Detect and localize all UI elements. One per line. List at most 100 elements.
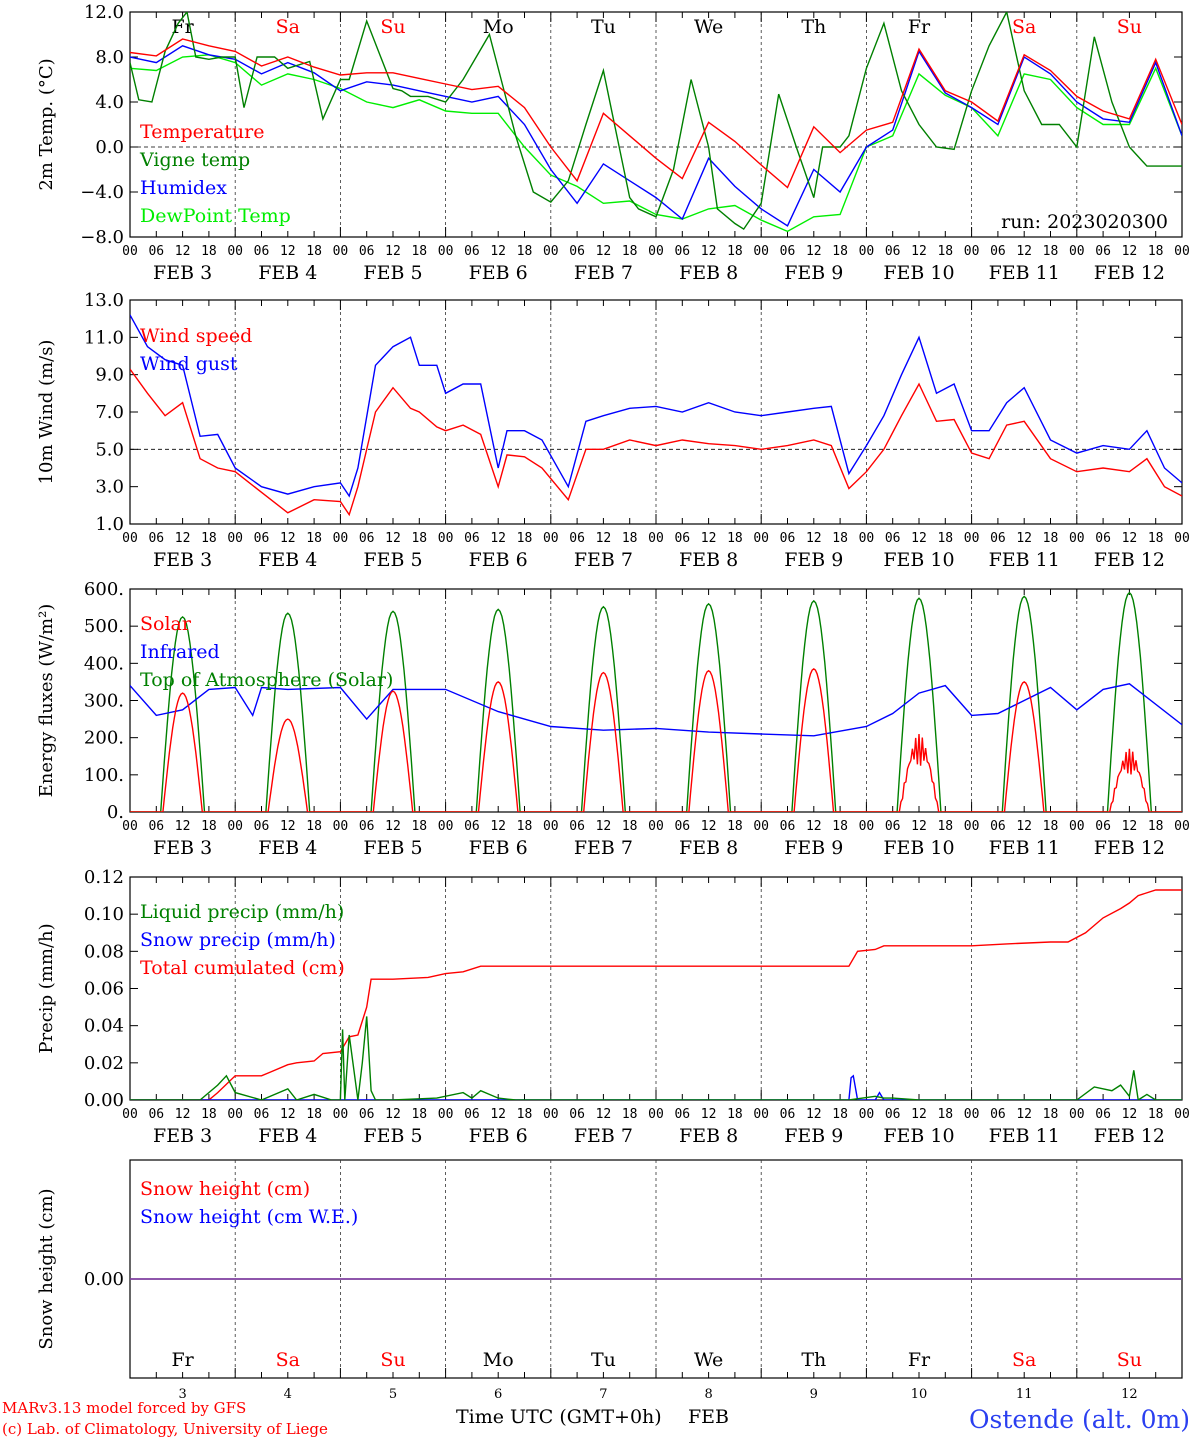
hour-tick-label: 06 — [990, 1107, 1006, 1122]
hour-tick-label: 18 — [201, 531, 217, 546]
hour-tick-label: 18 — [727, 531, 743, 546]
hour-tick-label: 06 — [359, 244, 375, 259]
day-name-bottom: Th — [801, 1349, 826, 1371]
hour-tick-label: 18 — [622, 1107, 638, 1122]
hour-tick-label: 18 — [727, 244, 743, 259]
hour-tick-label: 12 — [280, 531, 296, 546]
hour-tick-label: 00 — [753, 244, 769, 259]
hour-tick-label: 06 — [885, 244, 901, 259]
date-label: FEB 6 — [469, 262, 528, 284]
hour-tick-label: 12 — [701, 819, 717, 834]
hour-tick-label: 18 — [1148, 244, 1164, 259]
hour-tick-label: 00 — [1174, 819, 1190, 834]
date-label: FEB 3 — [153, 262, 212, 284]
hour-tick-label: 18 — [411, 531, 427, 546]
date-label: FEB 10 — [883, 1125, 954, 1147]
hour-tick-label: 00 — [1069, 1107, 1085, 1122]
hour-tick-label: 06 — [780, 244, 796, 259]
hour-tick-label: 12 — [175, 244, 191, 259]
series-line-wind-gust — [130, 314, 1182, 498]
date-label: FEB 11 — [989, 1125, 1060, 1147]
hour-tick-label: 00 — [333, 1107, 349, 1122]
plot-frame — [129, 299, 1183, 525]
date-label: FEB 10 — [883, 837, 954, 859]
hour-tick-label: 06 — [464, 244, 480, 259]
hour-tick-label: 12 — [175, 531, 191, 546]
hour-tick-label: 00 — [122, 1107, 138, 1122]
hour-tick-label: 12 — [806, 819, 822, 834]
hour-tick-label: 18 — [937, 244, 953, 259]
legend-entry: Solar — [140, 613, 192, 635]
date-label: FEB 3 — [153, 549, 212, 571]
day-number: 5 — [389, 1387, 397, 1402]
hour-tick-label: 18 — [306, 1107, 322, 1122]
hour-tick-label: 12 — [596, 1107, 612, 1122]
hour-tick-label: 00 — [122, 819, 138, 834]
hour-tick-label: 12 — [1016, 1107, 1032, 1122]
hour-tick-label: 12 — [701, 1107, 717, 1122]
date-label: FEB 5 — [363, 549, 422, 571]
y-tick-label: 7.0 — [95, 402, 124, 423]
hour-tick-label: 00 — [648, 244, 664, 259]
hour-tick-label: 06 — [359, 1107, 375, 1122]
hour-tick-label: 18 — [517, 1107, 533, 1122]
hour-tick-label: 06 — [464, 531, 480, 546]
hour-tick-label: 00 — [1174, 1107, 1190, 1122]
hour-tick-label: 00 — [964, 531, 980, 546]
day-number: 8 — [704, 1387, 712, 1402]
x-axis-month: FEB — [688, 1406, 729, 1428]
legend-entry: DewPoint Temp — [140, 205, 291, 227]
legend-entry: Snow height (cm W.E.) — [140, 1206, 358, 1228]
hour-tick-label: 18 — [832, 819, 848, 834]
hour-tick-label: 06 — [674, 531, 690, 546]
hour-tick-label: 00 — [648, 819, 664, 834]
hour-tick-label: 06 — [254, 819, 270, 834]
hour-tick-label: 00 — [753, 1107, 769, 1122]
hour-tick-label: 12 — [911, 1107, 927, 1122]
hour-tick-label: 18 — [201, 819, 217, 834]
hour-tick-label: 18 — [1043, 244, 1059, 259]
y-axis-label: Energy fluxes (W/m²) — [36, 604, 57, 798]
date-label: FEB 7 — [574, 549, 633, 571]
date-label: FEB 4 — [258, 1125, 317, 1147]
hour-tick-label: 18 — [832, 1107, 848, 1122]
hour-tick-label: 00 — [227, 531, 243, 546]
hour-tick-label: 12 — [1016, 531, 1032, 546]
date-label: FEB 9 — [784, 837, 843, 859]
day-number: 11 — [1016, 1387, 1033, 1402]
day-name-bottom: Mo — [483, 1349, 514, 1371]
hour-tick-label: 06 — [780, 819, 796, 834]
date-label: FEB 3 — [153, 1125, 212, 1147]
hour-tick-label: 00 — [964, 1107, 980, 1122]
day-name-top: Sa — [1012, 16, 1036, 38]
date-label: FEB 11 — [989, 262, 1060, 284]
hour-tick-label: 12 — [1122, 244, 1138, 259]
y-tick-label: 4.0 — [95, 92, 124, 113]
hour-tick-label: 12 — [1122, 819, 1138, 834]
hour-tick-label: 06 — [1095, 819, 1111, 834]
hour-tick-label: 12 — [596, 819, 612, 834]
hour-tick-label: 06 — [990, 244, 1006, 259]
hour-tick-label: 18 — [517, 531, 533, 546]
hour-tick-label: 00 — [438, 244, 454, 259]
hour-tick-label: 12 — [280, 819, 296, 834]
hour-tick-label: 18 — [622, 819, 638, 834]
hour-tick-label: 00 — [227, 1107, 243, 1122]
y-tick-label: 0.12 — [84, 867, 124, 888]
date-label: FEB 9 — [784, 549, 843, 571]
hour-tick-label: 06 — [885, 531, 901, 546]
hour-tick-label: 12 — [596, 531, 612, 546]
day-name-bottom: Tu — [591, 1349, 616, 1371]
day-name-bottom: Sa — [1012, 1349, 1036, 1371]
hour-tick-label: 18 — [727, 819, 743, 834]
hour-tick-label: 06 — [569, 531, 585, 546]
legend-entry: Liquid precip (mm/h) — [140, 901, 344, 923]
hour-tick-label: 06 — [1095, 244, 1111, 259]
hour-tick-label: 00 — [648, 531, 664, 546]
legend-entry: Snow precip (mm/h) — [140, 929, 336, 951]
hour-tick-label: 12 — [911, 531, 927, 546]
hour-tick-label: 00 — [859, 819, 875, 834]
hour-tick-label: 00 — [1174, 244, 1190, 259]
x-axis-label: Time UTC (GMT+0h) — [456, 1406, 662, 1428]
